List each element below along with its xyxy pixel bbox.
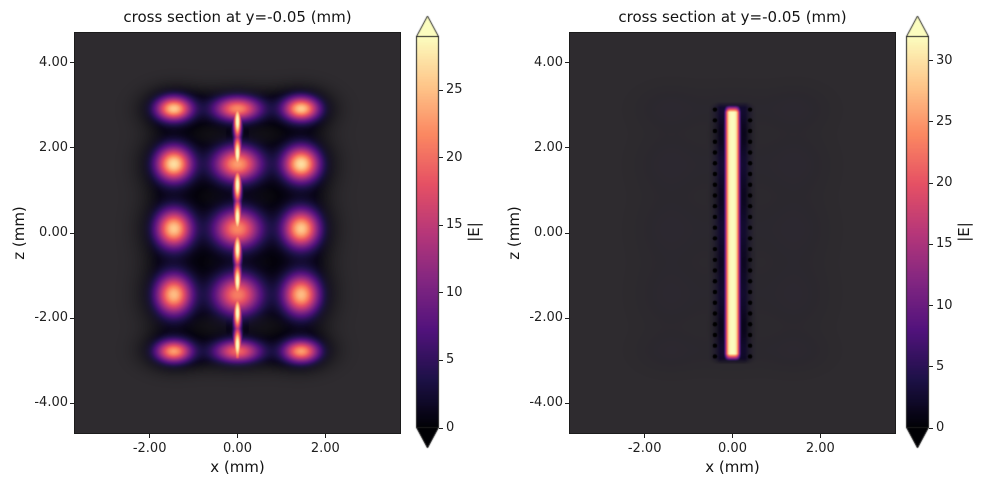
colorbar-tick-label: 10 — [936, 297, 953, 313]
y-tick-mark — [565, 402, 569, 404]
colorbar-tick-label: 10 — [446, 284, 463, 300]
y-tick-label: 0.00 — [39, 225, 68, 240]
colorbar-tick-mark — [439, 292, 443, 294]
x-tick-mark — [324, 434, 326, 438]
colorbar-tick-mark — [929, 182, 933, 184]
y-tick-label: -2.00 — [34, 310, 68, 326]
left-xaxis-label: x (mm) — [210, 458, 265, 476]
x-tick-label: -2.00 — [627, 441, 662, 456]
y-tick-mark — [70, 147, 74, 149]
colorbar-tick-mark — [929, 243, 933, 245]
x-tick-label: 2.00 — [310, 441, 340, 456]
y-tick-label: 4.00 — [534, 54, 563, 70]
colorbar-tick-label: 5 — [936, 358, 945, 374]
colorbar-tick-label: 5 — [446, 352, 455, 368]
y-tick-mark — [70, 232, 74, 234]
y-tick-label: -2.00 — [529, 310, 563, 326]
x-tick-label: 0.00 — [223, 441, 252, 456]
colorbar-tick-label: 15 — [446, 217, 463, 233]
colorbar-tick-mark — [439, 359, 443, 361]
y-tick-mark — [565, 62, 569, 64]
x-tick-mark — [237, 434, 238, 438]
colorbar-left — [415, 15, 440, 449]
x-tick-label: 2.00 — [805, 441, 835, 456]
colorbar-tick-mark — [439, 427, 443, 429]
y-tick-mark — [565, 147, 569, 149]
x-tick-label: -2.00 — [132, 441, 167, 456]
colorbar-tick-mark — [929, 305, 933, 306]
y-tick-mark — [70, 317, 74, 319]
colorbar-tick-label: 30 — [936, 52, 953, 68]
colorbar-tick-mark — [439, 157, 443, 159]
colorbar-tick-mark — [439, 89, 443, 91]
right-xaxis-label: x (mm) — [705, 458, 760, 476]
colorbar-tick-mark — [929, 366, 933, 368]
colorbar-tick-label: 25 — [446, 82, 463, 98]
y-tick-mark — [565, 232, 569, 234]
colorbar-tick-mark — [439, 224, 443, 226]
x-tick-mark — [732, 434, 733, 438]
x-tick-label: 0.00 — [718, 441, 747, 456]
x-tick-mark — [149, 434, 151, 438]
colorbar-tick-label: 20 — [936, 175, 953, 190]
right-plot-title: cross section at y=-0.05 (mm) — [618, 8, 847, 26]
y-tick-label: 2.00 — [39, 139, 68, 155]
colorbar-tick-label: 20 — [446, 149, 463, 165]
y-tick-label: 2.00 — [534, 139, 563, 155]
y-tick-mark — [70, 62, 74, 64]
colorbar-right — [905, 15, 930, 449]
colorbar-tick-mark — [929, 121, 933, 123]
colorbar-tick-label: 25 — [936, 113, 953, 129]
y-tick-mark — [70, 402, 74, 404]
y-tick-mark — [565, 317, 569, 319]
x-tick-mark — [819, 434, 821, 438]
colorbar-tick-label: 0 — [936, 420, 945, 435]
y-tick-label: 0.00 — [534, 225, 563, 240]
y-tick-label: -4.00 — [34, 395, 68, 411]
colorbar-tick-mark — [929, 427, 933, 429]
y-tick-label: 4.00 — [39, 54, 68, 70]
colorbar-tick-mark — [929, 60, 933, 61]
colorbar-tick-label: 0 — [446, 420, 455, 435]
heatmap-right — [569, 32, 896, 434]
y-tick-label: -4.00 — [529, 395, 563, 411]
left-plot-title: cross section at y=-0.05 (mm) — [123, 8, 352, 26]
colorbar-tick-label: 15 — [936, 236, 953, 252]
x-tick-mark — [644, 434, 646, 438]
heatmap-left — [74, 32, 401, 434]
